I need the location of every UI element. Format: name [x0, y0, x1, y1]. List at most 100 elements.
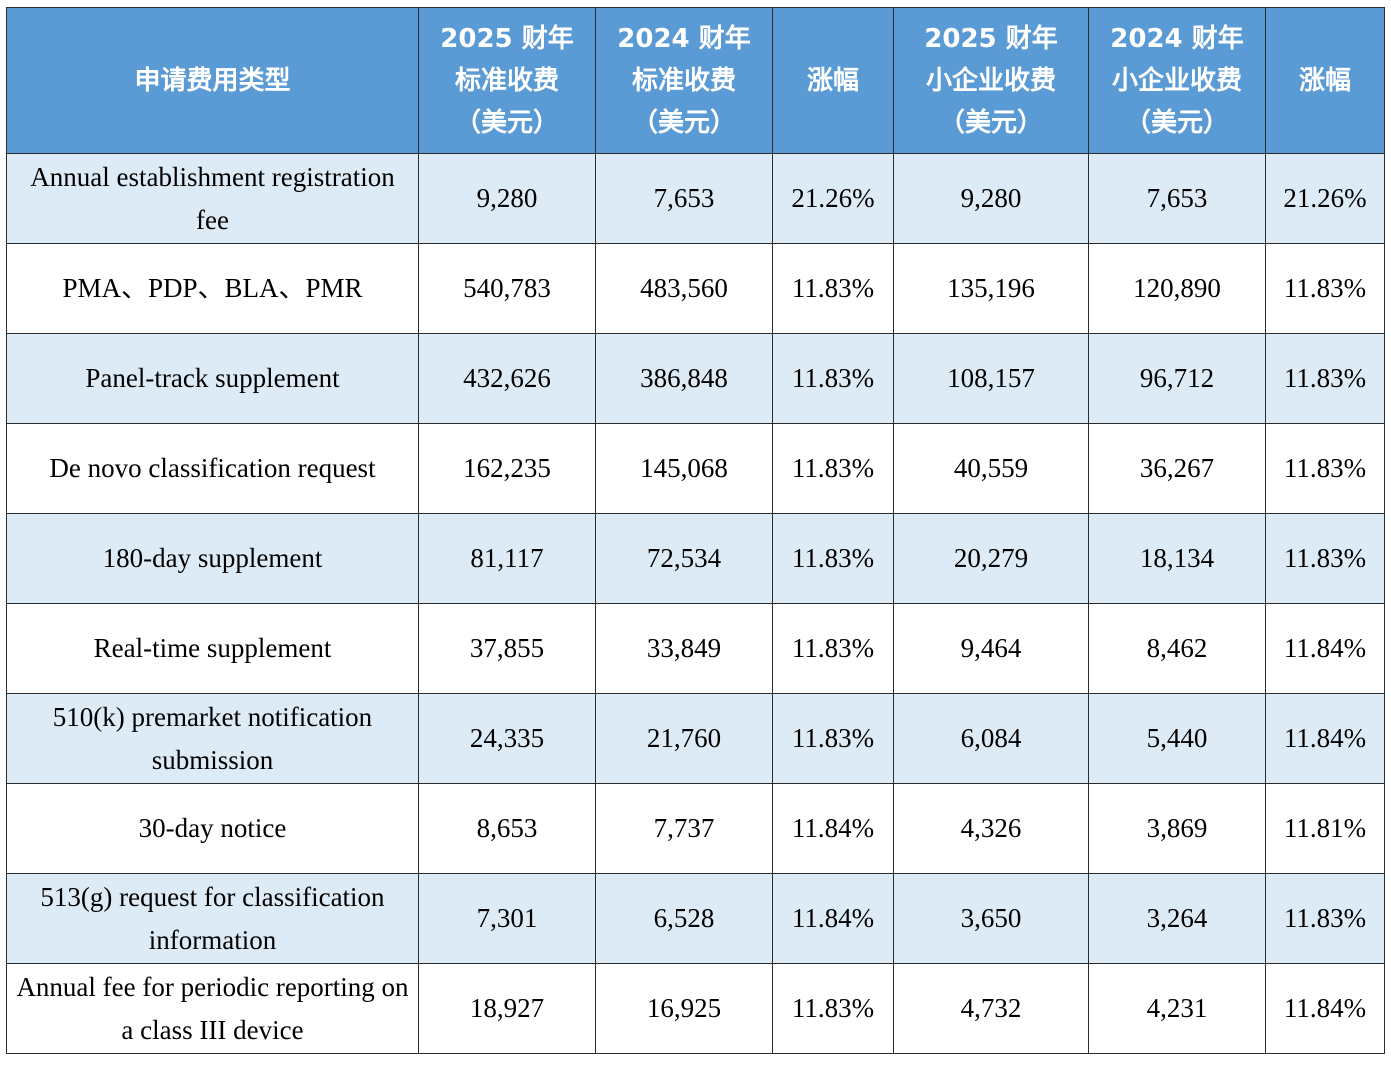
table-row: 30-day notice 8,653 7,737 11.84% 4,326 3… [6, 783, 1385, 874]
standard-2025-cell: 9,280 [418, 153, 596, 244]
fee-type-cell: 180-day supplement [6, 513, 419, 604]
standard-increase-cell: 11.83% [772, 513, 894, 604]
header-line: 小企业收费 [1111, 65, 1242, 96]
header-line: （美元） [631, 107, 736, 138]
standard-2024-cell: 7,737 [595, 783, 773, 874]
small-increase-cell: 11.83% [1265, 243, 1385, 334]
header-standard-increase: 涨幅 [772, 7, 894, 154]
small-2025-cell: 20,279 [893, 513, 1089, 604]
small-2024-cell: 18,134 [1088, 513, 1266, 604]
standard-increase-cell: 11.83% [772, 693, 894, 784]
small-increase-cell: 21.26% [1265, 153, 1385, 244]
fee-type-cell: Annual fee for periodic reporting on a c… [6, 963, 419, 1054]
fee-type-cell: Real-time supplement [6, 603, 419, 694]
standard-2025-cell: 162,235 [418, 423, 596, 514]
small-2024-cell: 4,231 [1088, 963, 1266, 1054]
table-row: 180-day supplement 81,117 72,534 11.83% … [6, 513, 1385, 604]
table-row: Panel-track supplement 432,626 386,848 1… [6, 333, 1385, 424]
header-line: （美元） [454, 107, 559, 138]
small-2024-cell: 96,712 [1088, 333, 1266, 424]
table-row: Real-time supplement 37,855 33,849 11.83… [6, 603, 1385, 694]
small-2025-cell: 108,157 [893, 333, 1089, 424]
small-2024-cell: 120,890 [1088, 243, 1266, 334]
header-2025-standard-fee: 2025 财年 标准收费 （美元） [418, 7, 596, 154]
fee-type-cell: PMA、PDP、BLA、PMR [6, 243, 419, 334]
header-line: 2025 财年 [924, 23, 1058, 54]
small-2024-cell: 5,440 [1088, 693, 1266, 784]
small-increase-cell: 11.83% [1265, 513, 1385, 604]
standard-2024-cell: 33,849 [595, 603, 773, 694]
header-2025-small-business-fee: 2025 财年 小企业收费 （美元） [893, 7, 1089, 154]
small-increase-cell: 11.83% [1265, 873, 1385, 964]
small-2025-cell: 3,650 [893, 873, 1089, 964]
standard-increase-cell: 11.83% [772, 333, 894, 424]
header-small-business-increase: 涨幅 [1265, 7, 1385, 154]
small-2025-cell: 135,196 [893, 243, 1089, 334]
standard-2024-cell: 145,068 [595, 423, 773, 514]
standard-2025-cell: 7,301 [418, 873, 596, 964]
fee-comparison-table: 申请费用类型 2025 财年 标准收费 （美元） 2024 财年 标准收费 （美… [6, 7, 1385, 1054]
small-2025-cell: 4,326 [893, 783, 1089, 874]
small-increase-cell: 11.84% [1265, 963, 1385, 1054]
header-fee-type: 申请费用类型 [6, 7, 419, 154]
standard-2024-cell: 483,560 [595, 243, 773, 334]
fee-type-cell: Panel-track supplement [6, 333, 419, 424]
small-2025-cell: 4,732 [893, 963, 1089, 1054]
fee-type-cell: 510(k) premarket notification submission [6, 693, 419, 784]
standard-increase-cell: 11.83% [772, 603, 894, 694]
fee-type-cell: De novo classification request [6, 423, 419, 514]
standard-2024-cell: 6,528 [595, 873, 773, 964]
standard-2024-cell: 386,848 [595, 333, 773, 424]
standard-2025-cell: 81,117 [418, 513, 596, 604]
table-row: 513(g) request for classification inform… [6, 873, 1385, 964]
standard-increase-cell: 11.83% [772, 243, 894, 334]
standard-2025-cell: 37,855 [418, 603, 596, 694]
header-line: （美元） [938, 107, 1043, 138]
small-increase-cell: 11.84% [1265, 693, 1385, 784]
small-2024-cell: 3,869 [1088, 783, 1266, 874]
table-row: Annual fee for periodic reporting on a c… [6, 963, 1385, 1054]
small-2025-cell: 9,464 [893, 603, 1089, 694]
table-row: PMA、PDP、BLA、PMR 540,783 483,560 11.83% 1… [6, 243, 1385, 334]
standard-2024-cell: 21,760 [595, 693, 773, 784]
header-line: 标准收费 [454, 65, 559, 96]
standard-increase-cell: 11.83% [772, 963, 894, 1054]
small-increase-cell: 11.81% [1265, 783, 1385, 874]
small-2025-cell: 6,084 [893, 693, 1089, 784]
header-line: 小企业收费 [925, 65, 1056, 96]
standard-2025-cell: 8,653 [418, 783, 596, 874]
header-row: 申请费用类型 2025 财年 标准收费 （美元） 2024 财年 标准收费 （美… [6, 7, 1385, 154]
fee-type-cell: 513(g) request for classification inform… [6, 873, 419, 964]
small-increase-cell: 11.84% [1265, 603, 1385, 694]
table-row: 510(k) premarket notification submission… [6, 693, 1385, 784]
small-2024-cell: 8,462 [1088, 603, 1266, 694]
standard-2025-cell: 540,783 [418, 243, 596, 334]
standard-increase-cell: 21.26% [772, 153, 894, 244]
small-2025-cell: 40,559 [893, 423, 1089, 514]
header-line: （美元） [1124, 107, 1229, 138]
table-row: Annual establishment registration fee 9,… [6, 153, 1385, 244]
header-line: 2024 财年 [1110, 23, 1244, 54]
small-increase-cell: 11.83% [1265, 333, 1385, 424]
header-2024-small-business-fee: 2024 财年 小企业收费 （美元） [1088, 7, 1266, 154]
standard-increase-cell: 11.83% [772, 423, 894, 514]
standard-increase-cell: 11.84% [772, 873, 894, 964]
standard-2025-cell: 24,335 [418, 693, 596, 784]
standard-2025-cell: 432,626 [418, 333, 596, 424]
small-2024-cell: 3,264 [1088, 873, 1266, 964]
standard-2024-cell: 72,534 [595, 513, 773, 604]
standard-increase-cell: 11.84% [772, 783, 894, 874]
small-2025-cell: 9,280 [893, 153, 1089, 244]
standard-2025-cell: 18,927 [418, 963, 596, 1054]
header-line: 2025 财年 [440, 23, 574, 54]
header-2024-standard-fee: 2024 财年 标准收费 （美元） [595, 7, 773, 154]
standard-2024-cell: 7,653 [595, 153, 773, 244]
fee-type-cell: 30-day notice [6, 783, 419, 874]
table-row: De novo classification request 162,235 1… [6, 423, 1385, 514]
header-line: 2024 财年 [617, 23, 751, 54]
small-increase-cell: 11.83% [1265, 423, 1385, 514]
header-line: 标准收费 [631, 65, 736, 96]
standard-2024-cell: 16,925 [595, 963, 773, 1054]
fee-type-cell: Annual establishment registration fee [6, 153, 419, 244]
small-2024-cell: 36,267 [1088, 423, 1266, 514]
